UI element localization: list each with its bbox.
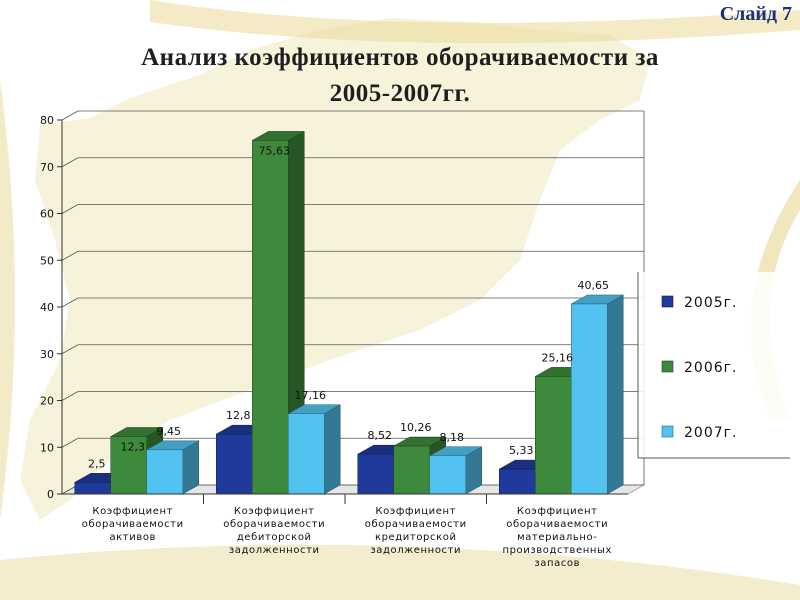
data-label: 25,16 — [542, 351, 574, 364]
map-stripe-bottom — [0, 544, 800, 600]
map-stripe-left — [0, 80, 15, 520]
map-stripe-top — [150, 0, 800, 44]
y-tick-label: 0 — [47, 488, 54, 501]
y-tick-label: 70 — [40, 161, 54, 174]
x-tick-label: Коэффициент — [234, 506, 315, 517]
y-tick-label: 50 — [40, 254, 54, 267]
bar-side-face — [182, 440, 199, 495]
legend-item-2005г.: 2005г. — [661, 295, 737, 311]
bar-side-face — [324, 404, 341, 495]
x-tick-label: запасов — [534, 558, 580, 569]
x-tick-label: оборачиваемости — [506, 519, 608, 530]
bars — [73, 131, 625, 495]
gridline-side — [61, 204, 79, 214]
x-tick-label: кредиторской — [375, 532, 457, 543]
bar-front-face — [571, 303, 608, 495]
bar-front-face — [499, 468, 536, 495]
gridline-side — [61, 250, 79, 261]
data-label: 17,16 — [295, 389, 327, 402]
x-tick-label: оборачиваемости — [82, 519, 184, 530]
x-tick-label: Коэффициент — [375, 506, 456, 517]
gridline-side — [61, 157, 79, 168]
data-label: 12,8 — [226, 409, 251, 422]
slide-title: Анализ коэффициентов оборачиваемости за … — [60, 40, 740, 112]
bar-front-face — [429, 455, 466, 495]
slide-number: Слайд 7 — [719, 3, 792, 25]
x-tick-label: активов — [109, 532, 156, 543]
gridline-side — [61, 437, 79, 448]
legend-swatch — [661, 360, 674, 373]
slide-title-line-2: 2005-2007гг. — [329, 80, 471, 107]
gridline-side — [61, 110, 79, 121]
legend-label: 2006г. — [684, 360, 737, 376]
bar-2007г.-2 — [287, 404, 342, 495]
data-label: 40,65 — [578, 279, 610, 292]
legend-swatch — [661, 425, 674, 438]
data-label: 8,52 — [368, 429, 393, 442]
bar-side-face — [607, 294, 624, 495]
y-tick-label: 60 — [40, 208, 54, 221]
x-tick-label: задолженности — [370, 545, 461, 556]
gridline-side — [61, 297, 79, 308]
category-labels: Коэффициент оборачиваемости активов Коэффиц… — [82, 494, 612, 569]
data-labels: 2,5 12,3 9,45 12,8 75,63 17,16 8,52 10,26 8,18 5,… — [88, 144, 609, 470]
legend-swatch — [661, 295, 674, 308]
y-tick-label: 40 — [40, 301, 54, 314]
legend-label: 2007г. — [684, 425, 737, 441]
bar-front-face — [393, 445, 430, 495]
data-label: 2,5 — [88, 457, 106, 470]
bar-front-face — [216, 433, 253, 495]
y-tick-label: 80 — [40, 114, 54, 127]
bar-2006г.-2 — [251, 131, 306, 495]
bar-front-face — [357, 453, 394, 495]
x-tick-label: оборачиваемости — [223, 519, 325, 530]
legend-label: 2005г. — [684, 295, 737, 311]
data-label: 8,18 — [440, 431, 465, 444]
bar-front-face — [110, 436, 147, 495]
bar-front-face — [252, 140, 289, 495]
bar-front-face — [74, 482, 111, 495]
x-tick-label: дебиторской — [237, 532, 312, 543]
y-tick-label: 10 — [40, 441, 54, 454]
y-tick-label: 20 — [40, 395, 54, 408]
x-tick-label: Коэффициент — [92, 506, 173, 517]
gridline-side — [61, 391, 79, 401]
x-tick-label: оборачиваемости — [365, 519, 467, 530]
data-label: 12,3 — [121, 440, 146, 453]
bar-front-face — [288, 413, 325, 495]
x-tick-label: задолженности — [229, 545, 320, 556]
data-label: 10,26 — [400, 421, 432, 434]
bar-2007г.-4 — [570, 294, 625, 495]
slide-title-line-1: Анализ коэффициентов оборачиваемости за — [141, 44, 659, 71]
map-silhouette — [20, 18, 650, 520]
y-tick-label: 30 — [40, 348, 54, 361]
x-tick-label: Коэффициент — [517, 506, 598, 517]
data-label: 9,45 — [157, 425, 182, 438]
data-label: 75,63 — [259, 144, 291, 157]
bar-2007г.-1 — [145, 440, 200, 495]
bar-2007г.-3 — [428, 446, 483, 495]
legend-item-2006г.: 2006г. — [661, 360, 737, 376]
x-tick-label: производственных — [502, 545, 612, 556]
legend: 2005г. 2006г. 2007г. — [637, 272, 790, 459]
bar-front-face — [146, 449, 183, 495]
legend-item-2007г.: 2007г. — [661, 425, 737, 441]
bar-front-face — [535, 376, 572, 495]
gridline-side — [61, 344, 79, 355]
data-label: 5,33 — [509, 444, 534, 457]
x-tick-label: материально- — [517, 532, 597, 543]
